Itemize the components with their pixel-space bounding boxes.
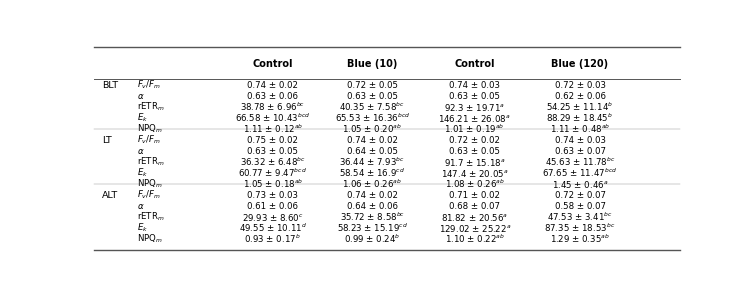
Text: 1.29 ± 0.35$^{ab}$: 1.29 ± 0.35$^{ab}$ [550,233,610,245]
Text: 91.7 ± 15.18$^a$: 91.7 ± 15.18$^a$ [444,157,505,168]
Text: 81.82 ± 20.56$^a$: 81.82 ± 20.56$^a$ [441,212,508,223]
Text: 1.11 ± 0.48$^{ab}$: 1.11 ± 0.48$^{ab}$ [550,123,610,135]
Text: $\alpha$: $\alpha$ [137,92,144,101]
Text: 45.63 ± 11.78$^{bc}$: 45.63 ± 11.78$^{bc}$ [544,156,615,168]
Text: 65.53 ± 16.36$^{bcd}$: 65.53 ± 16.36$^{bcd}$ [334,112,410,124]
Text: 47.53 ± 3.41$^{bc}$: 47.53 ± 3.41$^{bc}$ [547,211,613,223]
Text: NPQ$_m$: NPQ$_m$ [137,123,162,135]
Text: 36.44 ± 7.93$^{bc}$: 36.44 ± 7.93$^{bc}$ [340,156,405,168]
Text: rETR$_m$: rETR$_m$ [137,156,165,168]
Text: $F_v/F_m$: $F_v/F_m$ [137,134,161,146]
Text: $E_k$: $E_k$ [137,112,148,124]
Text: 0.58 ± 0.07: 0.58 ± 0.07 [554,202,606,211]
Text: 0.74 ± 0.03: 0.74 ± 0.03 [449,81,501,90]
Text: 35.72 ± 8.58$^{bc}$: 35.72 ± 8.58$^{bc}$ [340,211,405,223]
Text: 0.72 ± 0.05: 0.72 ± 0.05 [347,81,398,90]
Text: 0.63 ± 0.06: 0.63 ± 0.06 [248,92,298,101]
Text: 0.73 ± 0.03: 0.73 ± 0.03 [248,191,298,200]
Text: 1.45 ± 0.46$^a$: 1.45 ± 0.46$^a$ [552,179,609,190]
Text: 58.54 ± 16.9$^{cd}$: 58.54 ± 16.9$^{cd}$ [340,167,405,179]
Text: 0.68 ± 0.07: 0.68 ± 0.07 [449,202,501,211]
Text: 40.35 ± 7.58$^{bc}$: 40.35 ± 7.58$^{bc}$ [340,101,405,113]
Text: 1.05 ± 0.20$^{ab}$: 1.05 ± 0.20$^{ab}$ [342,123,402,135]
Text: 0.93 ± 0.17$^b$: 0.93 ± 0.17$^b$ [245,233,301,245]
Text: 0.61 ± 0.06: 0.61 ± 0.06 [248,202,298,211]
Text: 29.93 ± 8.60$^c$: 29.93 ± 8.60$^c$ [242,212,304,223]
Text: LT: LT [102,136,112,145]
Text: 0.72 ± 0.02: 0.72 ± 0.02 [449,136,501,145]
Text: $E_k$: $E_k$ [137,222,148,234]
Text: BLT: BLT [102,81,118,90]
Text: 147.4 ± 20.05$^a$: 147.4 ± 20.05$^a$ [441,168,508,179]
Text: $E_k$: $E_k$ [137,167,148,179]
Text: $F_v/F_m$: $F_v/F_m$ [137,79,161,91]
Text: Blue (120): Blue (120) [551,59,609,69]
Text: 0.74 ± 0.02: 0.74 ± 0.02 [347,191,398,200]
Text: 1.11 ± 0.12$^{ab}$: 1.11 ± 0.12$^{ab}$ [242,123,303,135]
Text: 0.64 ± 0.06: 0.64 ± 0.06 [347,202,398,211]
Text: rETR$_m$: rETR$_m$ [137,211,165,223]
Text: 0.62 ± 0.06: 0.62 ± 0.06 [554,92,606,101]
Text: rETR$_m$: rETR$_m$ [137,101,165,113]
Text: 0.72 ± 0.03: 0.72 ± 0.03 [554,81,606,90]
Text: 49.55 ± 10.11$^d$: 49.55 ± 10.11$^d$ [239,222,307,234]
Text: 0.72 ± 0.07: 0.72 ± 0.07 [554,191,606,200]
Text: 0.74 ± 0.02: 0.74 ± 0.02 [248,81,298,90]
Text: 92.3 ± 19.71$^a$: 92.3 ± 19.71$^a$ [444,102,505,113]
Text: Control: Control [455,59,495,69]
Text: 36.32 ± 6.48$^{bc}$: 36.32 ± 6.48$^{bc}$ [240,156,306,168]
Text: 66.58 ± 10.43$^{bcd}$: 66.58 ± 10.43$^{bcd}$ [236,112,310,124]
Text: 1.10 ± 0.22$^{ab}$: 1.10 ± 0.22$^{ab}$ [445,233,504,245]
Text: 67.65 ± 11.47$^{bcd}$: 67.65 ± 11.47$^{bcd}$ [542,167,618,179]
Text: 0.63 ± 0.05: 0.63 ± 0.05 [449,146,501,156]
Text: 0.99 ± 0.24$^b$: 0.99 ± 0.24$^b$ [344,233,400,245]
Text: 146.21 ± 26.08$^a$: 146.21 ± 26.08$^a$ [439,113,511,124]
Text: 0.74 ± 0.02: 0.74 ± 0.02 [347,136,398,145]
Text: $F_v/F_m$: $F_v/F_m$ [137,189,161,201]
Text: $\alpha$: $\alpha$ [137,202,144,211]
Text: 0.71 ± 0.02: 0.71 ± 0.02 [449,191,501,200]
Text: 1.05 ± 0.18$^{ab}$: 1.05 ± 0.18$^{ab}$ [242,178,303,190]
Text: 54.25 ± 11.14$^b$: 54.25 ± 11.14$^b$ [547,101,614,113]
Text: 0.63 ± 0.05: 0.63 ± 0.05 [248,146,298,156]
Text: 129.02 ± 25.22$^a$: 129.02 ± 25.22$^a$ [439,223,511,234]
Text: 0.63 ± 0.05: 0.63 ± 0.05 [347,92,398,101]
Text: 58.23 ± 15.19$^{cd}$: 58.23 ± 15.19$^{cd}$ [337,222,408,234]
Text: 88.29 ± 18.45$^b$: 88.29 ± 18.45$^b$ [547,112,614,124]
Text: 0.63 ± 0.07: 0.63 ± 0.07 [554,146,606,156]
Text: NPQ$_m$: NPQ$_m$ [137,233,162,245]
Text: 87.35 ± 18.53$^{bc}$: 87.35 ± 18.53$^{bc}$ [544,222,615,234]
Text: ALT: ALT [102,191,119,200]
Text: Blue (10): Blue (10) [347,59,397,69]
Text: 0.63 ± 0.05: 0.63 ± 0.05 [449,92,501,101]
Text: 38.78 ± 6.96$^{bc}$: 38.78 ± 6.96$^{bc}$ [240,101,306,113]
Text: 1.06 ± 0.26$^{ab}$: 1.06 ± 0.26$^{ab}$ [342,178,402,190]
Text: $\alpha$: $\alpha$ [137,146,144,156]
Text: 0.74 ± 0.03: 0.74 ± 0.03 [554,136,606,145]
Text: 1.08 ± 0.26$^{ab}$: 1.08 ± 0.26$^{ab}$ [445,178,504,190]
Text: NPQ$_m$: NPQ$_m$ [137,178,162,190]
Text: 0.64 ± 0.05: 0.64 ± 0.05 [347,146,398,156]
Text: 0.75 ± 0.02: 0.75 ± 0.02 [248,136,298,145]
Text: 60.77 ± 9.47$^{bcd}$: 60.77 ± 9.47$^{bcd}$ [239,167,307,179]
Text: 1.01 ± 0.19$^{ab}$: 1.01 ± 0.19$^{ab}$ [445,123,505,135]
Text: Control: Control [253,59,293,69]
